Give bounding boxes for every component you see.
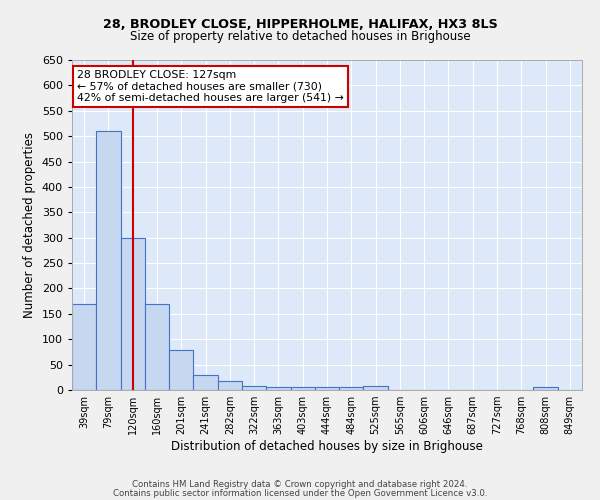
Bar (72, 304, 96, 390)
Text: 28, BRODLEY CLOSE, HIPPERHOLME, HALIFAX, HX3 8LS: 28, BRODLEY CLOSE, HIPPERHOLME, HALIFAX,… (103, 18, 497, 30)
Bar (266, 388, 290, 390)
Bar (169, 350, 193, 390)
Bar (96, 131, 121, 390)
Bar (290, 388, 315, 390)
Bar (218, 381, 242, 390)
Bar (364, 386, 388, 390)
Bar (145, 304, 169, 390)
Bar (533, 387, 558, 390)
Bar (315, 388, 339, 390)
X-axis label: Distribution of detached houses by size in Brighouse: Distribution of detached houses by size … (171, 440, 483, 453)
Bar (121, 238, 145, 390)
Text: 28 BRODLEY CLOSE: 127sqm
← 57% of detached houses are smaller (730)
42% of semi-: 28 BRODLEY CLOSE: 127sqm ← 57% of detach… (77, 70, 344, 103)
Bar (242, 386, 266, 390)
Bar (339, 388, 364, 390)
Text: Contains HM Land Registry data © Crown copyright and database right 2024.: Contains HM Land Registry data © Crown c… (132, 480, 468, 489)
Y-axis label: Number of detached properties: Number of detached properties (23, 132, 36, 318)
Text: Contains public sector information licensed under the Open Government Licence v3: Contains public sector information licen… (113, 488, 487, 498)
Bar (193, 375, 218, 390)
Text: Size of property relative to detached houses in Brighouse: Size of property relative to detached ho… (130, 30, 470, 43)
